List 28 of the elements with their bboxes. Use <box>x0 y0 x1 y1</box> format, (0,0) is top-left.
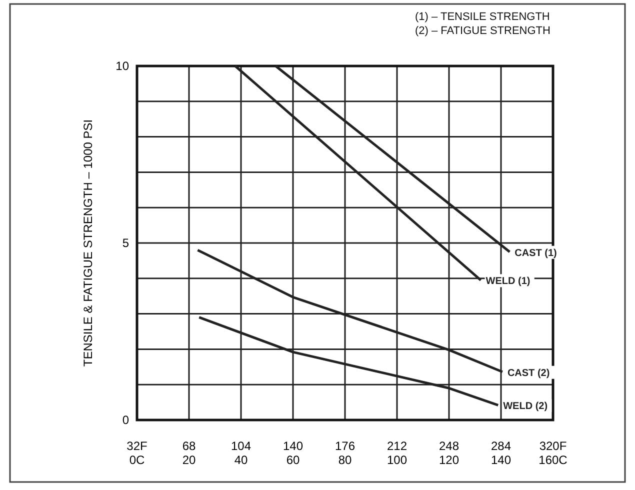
x-tick-label: 176 <box>334 439 356 453</box>
series-label: WELD (1) <box>486 276 530 288</box>
x2-tick-label: 80 <box>338 453 352 467</box>
y-tick-label: 0 <box>122 413 130 427</box>
x-tick-label: 320F <box>539 439 567 453</box>
x2-tick-label: 100 <box>386 453 408 467</box>
x2-tick-label: 20 <box>182 453 196 467</box>
x2-tick-label: 140 <box>490 453 512 467</box>
y-tick-label: 5 <box>122 236 130 250</box>
x2-tick-label: 160C <box>538 453 568 467</box>
series-label: WELD (2) <box>503 401 548 412</box>
y-tick-label: 10 <box>116 59 130 73</box>
x-tick-label: 284 <box>490 439 512 453</box>
x-tick-label: 248 <box>438 439 460 453</box>
x2-tick-label: 40 <box>234 453 248 467</box>
y-axis-title: TENSILE & FATIGUE STRENGTH – 1000 PSI <box>81 119 95 367</box>
x-tick-label: 68 <box>182 439 196 453</box>
text: (1) – TENSILE STRENGTH <box>415 11 550 23</box>
text: (2) – FATIGUE STRENGTH <box>415 25 551 37</box>
x2-tick-label: 0C <box>129 453 145 467</box>
x-tick-label: 140 <box>282 439 304 453</box>
series-label: CAST (2) <box>507 368 550 379</box>
x2-tick-label: 120 <box>438 453 460 467</box>
x-tick-label: 104 <box>230 439 252 453</box>
x2-tick-label: 60 <box>286 453 300 467</box>
x-tick-label: 32F <box>126 439 148 453</box>
series-label: CAST (1) <box>514 248 557 259</box>
x-tick-label: 212 <box>386 439 408 453</box>
